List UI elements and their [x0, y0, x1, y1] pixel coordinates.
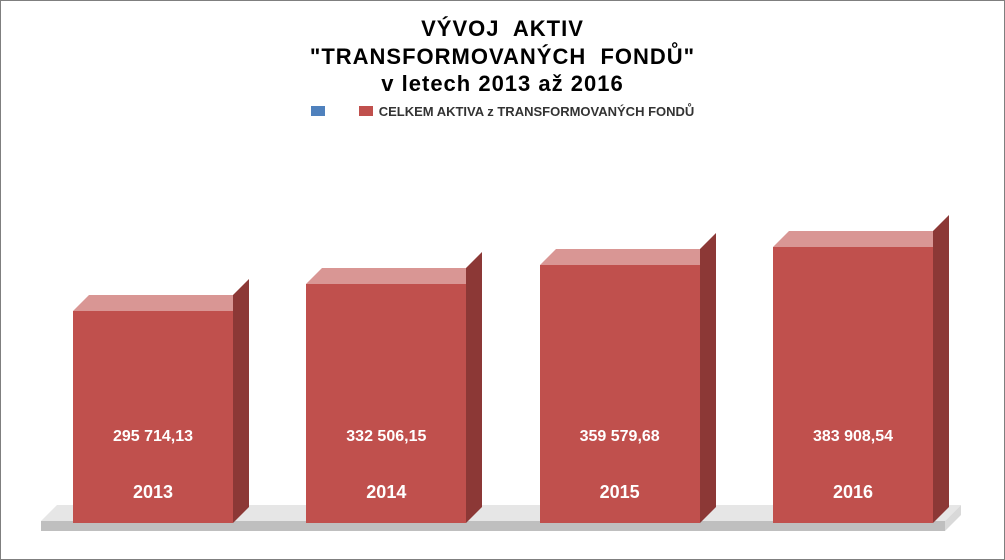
chart-title: VÝVOJ AKTIV "TRANSFORMOVANÝCH FONDŮ" v l… — [1, 1, 1004, 98]
legend-item-1: CELKEM AKTIVA z TRANSFORMOVANÝCH FONDŮ — [359, 104, 695, 119]
bar-2-labels: 359 579,68 2015 — [540, 265, 700, 523]
bar-2-3d: 359 579,68 2015 — [540, 265, 700, 523]
bar-1-top — [306, 268, 482, 284]
chart-title-line-1: VÝVOJ AKTIV — [1, 15, 1004, 43]
floor-side — [945, 505, 961, 531]
bar-0-3d: 295 714,13 2013 — [73, 311, 233, 523]
bar-0-labels: 295 714,13 2013 — [73, 311, 233, 523]
bar-0-side — [233, 279, 249, 523]
bar-3-top — [773, 231, 949, 247]
plot-area: 295 714,13 2013 332 506,15 2014 — [1, 179, 1004, 559]
bar-3-labels: 383 908,54 2016 — [773, 247, 933, 523]
bar-3-front: 383 908,54 2016 — [773, 247, 933, 523]
bars-container: 295 714,13 2013 332 506,15 2014 — [59, 193, 947, 523]
bar-1-value-label: 332 506,15 — [346, 428, 426, 446]
legend-swatch-0 — [311, 106, 325, 116]
bar-2-top — [540, 249, 716, 265]
bar-3-category-label: 2016 — [833, 482, 873, 503]
chart-frame: VÝVOJ AKTIV "TRANSFORMOVANÝCH FONDŮ" v l… — [0, 0, 1005, 560]
legend-swatch-1 — [359, 106, 373, 116]
bar-2-category-label: 2015 — [600, 482, 640, 503]
legend-item-0 — [311, 106, 331, 116]
bar-0: 295 714,13 2013 — [59, 311, 247, 523]
bar-1-side — [466, 252, 482, 523]
bar-0-front: 295 714,13 2013 — [73, 311, 233, 523]
bar-1-front: 332 506,15 2014 — [306, 284, 466, 523]
bar-3-side — [933, 215, 949, 523]
bar-3: 383 908,54 2016 — [759, 247, 947, 523]
bar-2-front: 359 579,68 2015 — [540, 265, 700, 523]
bar-0-value-label: 295 714,13 — [113, 428, 193, 446]
bar-1-3d: 332 506,15 2014 — [306, 284, 466, 523]
bar-2-side — [700, 233, 716, 523]
bar-0-top — [73, 295, 249, 311]
bar-1: 332 506,15 2014 — [292, 284, 480, 523]
bar-1-category-label: 2014 — [366, 482, 406, 503]
bar-1-labels: 332 506,15 2014 — [306, 284, 466, 523]
chart-title-line-3: v letech 2013 až 2016 — [1, 70, 1004, 98]
bar-3-value-label: 383 908,54 — [813, 428, 893, 446]
legend-label-1: CELKEM AKTIVA z TRANSFORMOVANÝCH FONDŮ — [379, 104, 695, 119]
bar-2: 359 579,68 2015 — [526, 265, 714, 523]
bar-0-category-label: 2013 — [133, 482, 173, 503]
bar-2-value-label: 359 579,68 — [580, 428, 660, 446]
bar-3-3d: 383 908,54 2016 — [773, 247, 933, 523]
chart-title-line-2: "TRANSFORMOVANÝCH FONDŮ" — [1, 43, 1004, 71]
chart-legend: CELKEM AKTIVA z TRANSFORMOVANÝCH FONDŮ — [1, 104, 1004, 119]
